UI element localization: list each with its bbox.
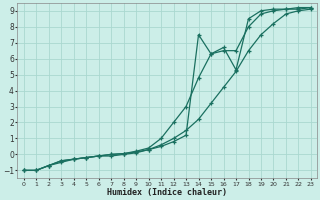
X-axis label: Humidex (Indice chaleur): Humidex (Indice chaleur)	[107, 188, 227, 197]
